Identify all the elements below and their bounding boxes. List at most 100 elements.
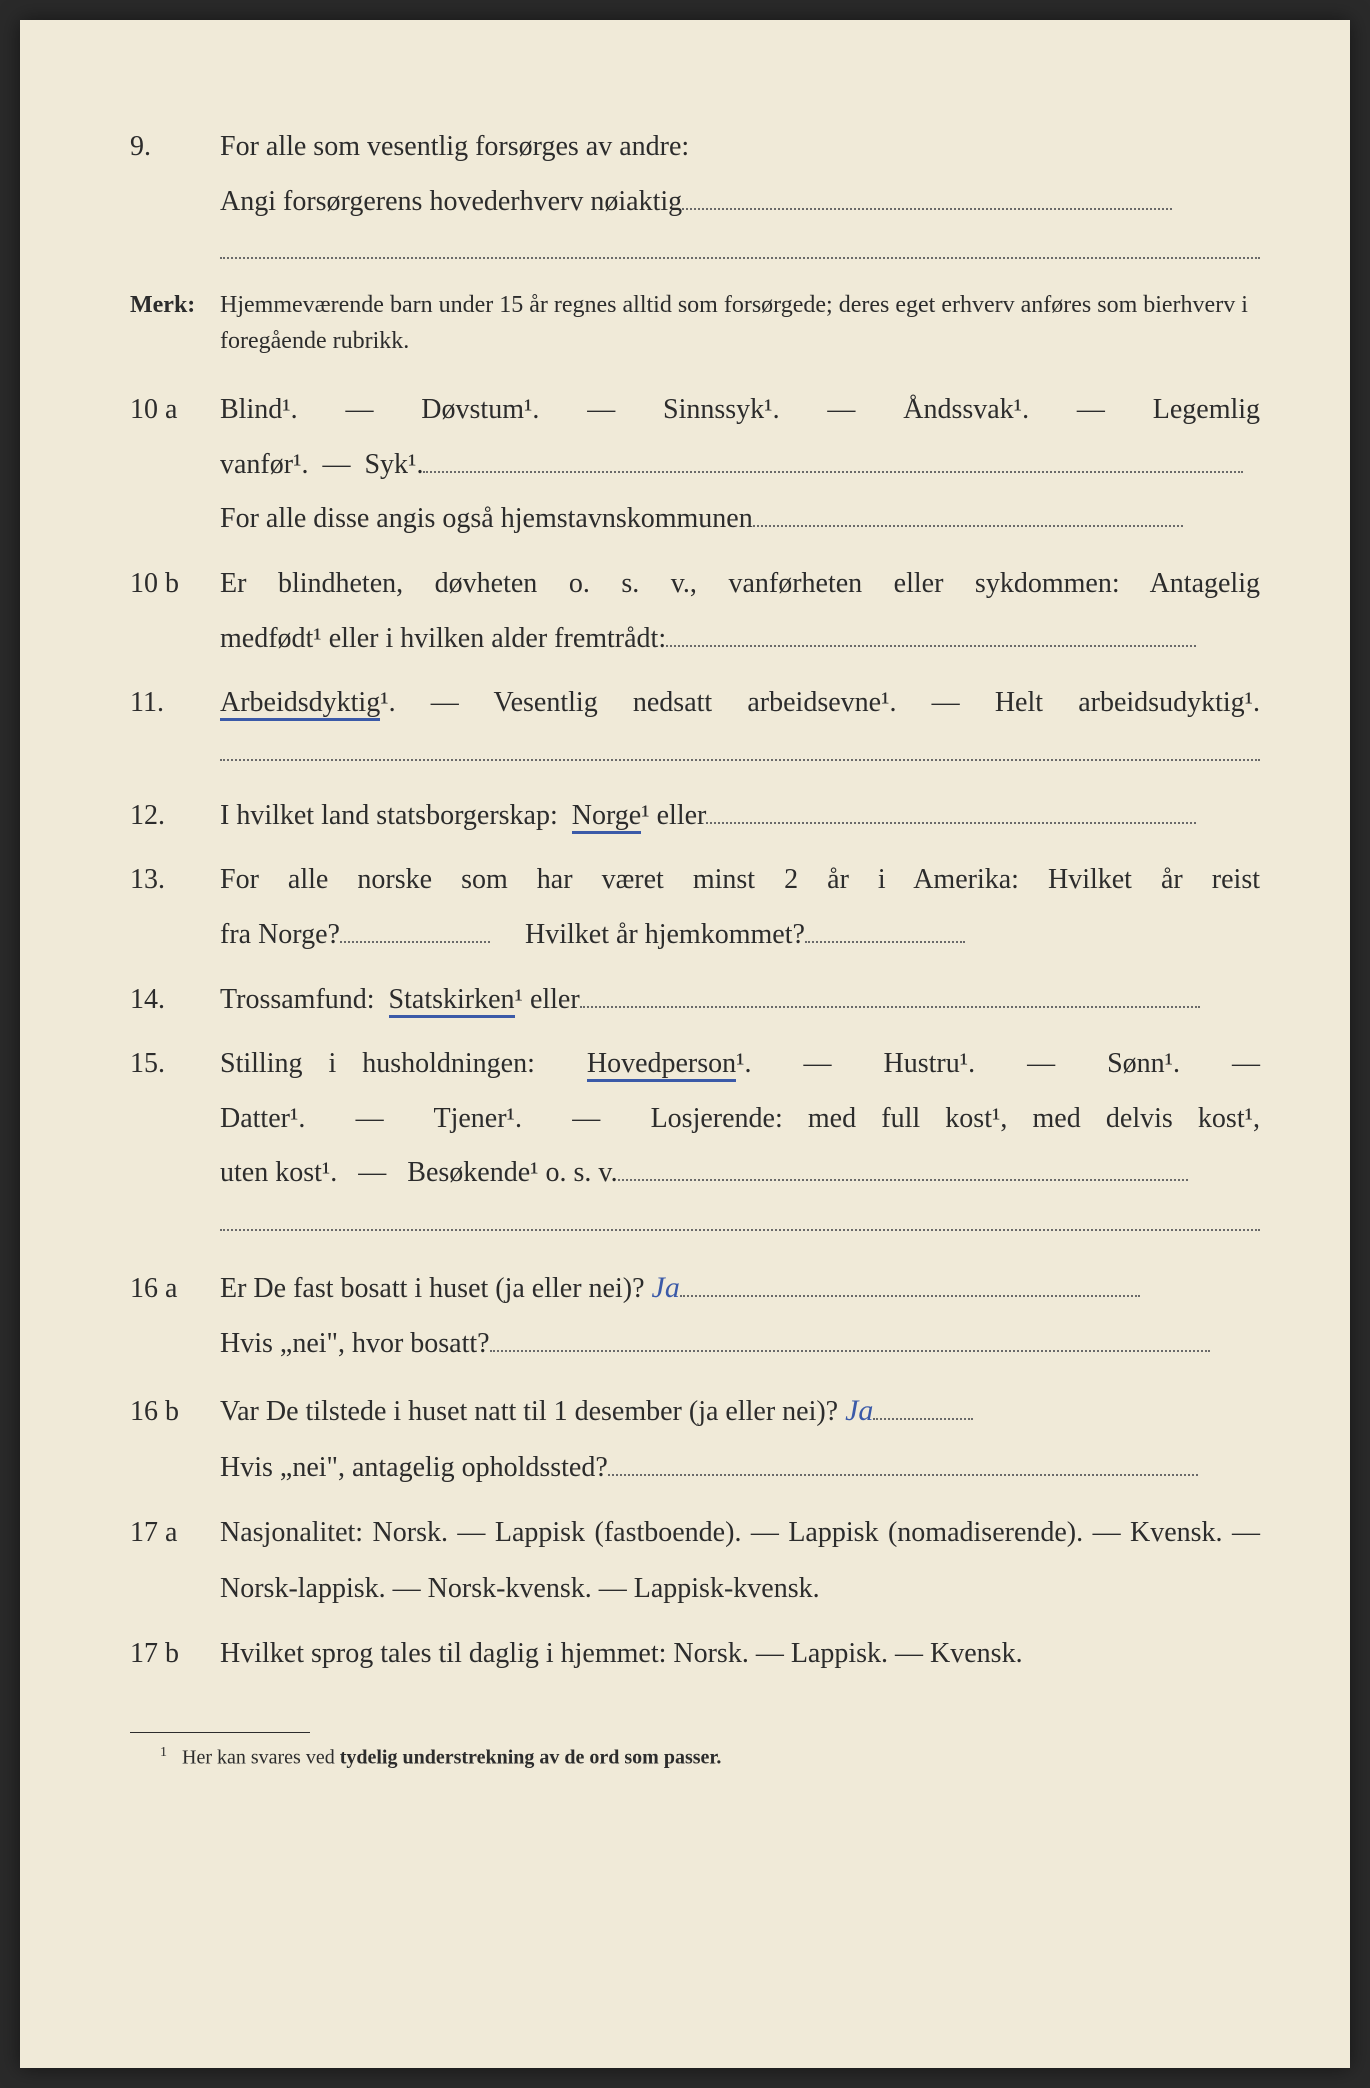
opt-tjener: Tjener¹.: [433, 1103, 521, 1134]
fill-line: [753, 525, 1183, 527]
opt-datter: Datter¹.: [220, 1103, 305, 1134]
question-11: 11. Arbeidsdyktig¹. — Vesentlig nedsatt …: [130, 676, 1260, 731]
q15-hovedperson: Hovedperson: [587, 1048, 736, 1082]
q17a-text: Nasjonalitet: Norsk. — Lappisk (fastboen…: [220, 1505, 1260, 1617]
q16b-answer: Ja: [845, 1394, 873, 1427]
q10a-line2: vanfør¹. — Syk¹.: [220, 438, 1260, 493]
fill-line: [608, 1474, 1198, 1476]
separator-dotted: [220, 257, 1260, 259]
q16a-content: Er De fast bosatt i huset (ja eller nei)…: [220, 1259, 1260, 1372]
question-14: 14. Trossamfund: Statskirken¹ eller: [130, 973, 1260, 1028]
merk-text: Hjemmeværende barn under 15 år regnes al…: [220, 287, 1260, 359]
q11-num: 11.: [130, 676, 220, 731]
question-13: 13. For alle norske som har været minst …: [130, 853, 1260, 962]
q12-content: I hvilket land statsborgerskap: Norge¹ e…: [220, 789, 1260, 844]
opt-sonn: Sønn¹.: [1107, 1048, 1180, 1079]
q16a-line2: Hvis „nei", hvor bosatt?: [220, 1328, 490, 1359]
fill-line: [666, 645, 1196, 647]
fill-line: [618, 1179, 1188, 1181]
q15-losjerende: Losjerende: med full kost¹, med delvis k…: [651, 1103, 1260, 1134]
q10a-line3-wrap: For alle disse angis også hjemstavnskomm…: [220, 492, 1260, 547]
q16b-num: 16 b: [130, 1385, 220, 1440]
q15-line1: Stilling i husholdningen: Hovedperson¹. …: [220, 1037, 1260, 1092]
q10b-line2: medfødt¹ eller i hvilken alder fremtrådt…: [220, 623, 666, 654]
opt-syk: Syk¹.: [364, 449, 423, 480]
question-17a: 17 a Nasjonalitet: Norsk. — Lappisk (fas…: [130, 1505, 1260, 1617]
fill-line: [805, 941, 965, 943]
q14-after: ¹ eller: [515, 984, 580, 1015]
opt-vanfor: vanfør¹.: [220, 449, 308, 480]
q15-content: Stilling i husholdningen: Hovedperson¹. …: [220, 1037, 1260, 1201]
q10a-content: Blind¹. — Døvstum¹. — Sinnssyk¹. — Åndss…: [220, 383, 1260, 547]
q16a-line2-wrap: Hvis „nei", hvor bosatt?: [220, 1317, 1260, 1372]
fill-line: [490, 1350, 1210, 1352]
q15-text1: Stilling i husholdningen:: [220, 1048, 535, 1079]
question-9: 9. For alle som vesentlig forsørges av a…: [130, 120, 1260, 229]
question-10b: 10 b Er blindheten, døvheten o. s. v., v…: [130, 557, 1260, 666]
q10a-line3: For alle disse angis også hjemstavnskomm…: [220, 503, 753, 534]
q10b-num: 10 b: [130, 557, 220, 612]
q12-after: ¹ eller: [641, 800, 706, 831]
q11-opt1: Arbeidsdyktig: [220, 687, 380, 721]
q16a-line1-wrap: Er De fast bosatt i huset (ja eller nei)…: [220, 1259, 1260, 1318]
fill-line: [682, 208, 1172, 210]
q16b-line1-wrap: Var De tilstede i huset natt til 1 desem…: [220, 1382, 1260, 1441]
q9-line2: Angi forsørgerens hovederhverv nøiaktig: [220, 186, 682, 217]
opt-dovstum: Døvstum¹.: [421, 394, 539, 425]
q11-opt2: Vesentlig nedsatt arbeidsevne¹.: [493, 687, 896, 718]
q15-sup: ¹.: [736, 1048, 751, 1079]
fill-line: [580, 1006, 1200, 1008]
q17a-num: 17 a: [130, 1506, 220, 1561]
footnote-sup: 1: [160, 1745, 167, 1760]
q12-text: I hvilket land statsborgerskap:: [220, 800, 558, 831]
q12-norge: Norge: [572, 800, 641, 834]
q10b-line2-wrap: medfødt¹ eller i hvilken alder fremtrådt…: [220, 612, 1260, 667]
q13-line2a: fra Norge?: [220, 919, 340, 950]
fill-line: [340, 941, 490, 943]
q15-num: 15.: [130, 1037, 220, 1092]
q17b-num: 17 b: [130, 1627, 220, 1682]
opt-utenkost: uten kost¹.: [220, 1157, 337, 1188]
q11-sup1: ¹.: [380, 687, 395, 718]
q14-statskirken: Statskirken: [389, 984, 515, 1018]
q15-line3: uten kost¹. — Besøkende¹ o. s. v.: [220, 1146, 1260, 1201]
q15-line2: Datter¹. — Tjener¹. — Losjerende: med fu…: [220, 1092, 1260, 1147]
q13-num: 13.: [130, 853, 220, 908]
question-15: 15. Stilling i husholdningen: Hovedperso…: [130, 1037, 1260, 1201]
separator-dotted: [220, 759, 1260, 761]
q12-num: 12.: [130, 789, 220, 844]
opt-legemlig: Legemlig: [1153, 394, 1260, 425]
opt-andssvak: Åndssvak¹.: [903, 394, 1029, 425]
q16b-line1: Var De tilstede i huset natt til 1 desem…: [220, 1396, 838, 1427]
q16b-line2-wrap: Hvis „nei", antagelig opholdssted?: [220, 1441, 1260, 1496]
opt-sinnssyk: Sinnssyk¹.: [663, 394, 780, 425]
q9-content: For alle som vesentlig forsørges av andr…: [220, 120, 1260, 229]
census-form-page: 9. For alle som vesentlig forsørges av a…: [20, 20, 1350, 2068]
question-16a: 16 a Er De fast bosatt i huset (ja eller…: [130, 1259, 1260, 1372]
footnote-text2: tydelig understrekning av de ord som pas…: [340, 1746, 722, 1768]
opt-blind: Blind¹.: [220, 394, 298, 425]
opt-besokende: Besøkende¹ o. s. v.: [407, 1157, 617, 1188]
q16b-line2: Hvis „nei", antagelig opholdssted?: [220, 1452, 608, 1483]
q11-content: Arbeidsdyktig¹. — Vesentlig nedsatt arbe…: [220, 676, 1260, 731]
q17b-text: Hvilket sprog tales til daglig i hjemmet…: [220, 1627, 1260, 1682]
q14-text: Trossamfund:: [220, 984, 375, 1015]
footnote-rule: [130, 1732, 310, 1733]
question-17b: 17 b Hvilket sprog tales til daglig i hj…: [130, 1627, 1260, 1682]
q10a-line1: Blind¹. — Døvstum¹. — Sinnssyk¹. — Åndss…: [220, 383, 1260, 438]
fill-line: [423, 471, 1243, 473]
q16b-content: Var De tilstede i huset natt til 1 desem…: [220, 1382, 1260, 1495]
q16a-answer: Ja: [652, 1271, 680, 1304]
q16a-line1: Er De fast bosatt i huset (ja eller nei)…: [220, 1273, 645, 1304]
separator-dotted: [220, 1229, 1260, 1231]
q9-line2-wrap: Angi forsørgerens hovederhverv nøiaktig: [220, 175, 1260, 230]
q13-line1: For alle norske som har været minst 2 år…: [220, 853, 1260, 908]
q14-content: Trossamfund: Statskirken¹ eller: [220, 973, 1260, 1028]
q9-num: 9.: [130, 120, 220, 175]
opt-hustru: Hustru¹.: [884, 1048, 976, 1079]
q10a-num: 10 a: [130, 383, 220, 438]
q10b-content: Er blindheten, døvheten o. s. v., vanfør…: [220, 557, 1260, 666]
question-10a: 10 a Blind¹. — Døvstum¹. — Sinnssyk¹. — …: [130, 383, 1260, 547]
merk-note: Merk: Hjemmeværende barn under 15 år reg…: [130, 287, 1260, 359]
fill-line: [873, 1418, 973, 1420]
